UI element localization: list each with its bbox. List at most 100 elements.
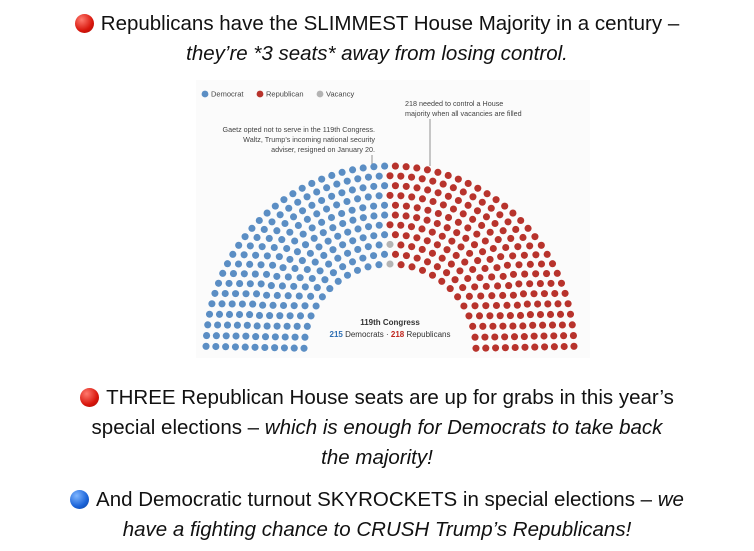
seat-republican — [519, 233, 527, 242]
seat-republican — [526, 311, 534, 319]
seat-democrat — [380, 201, 389, 209]
seat-democrat — [291, 237, 299, 245]
seat-democrat — [269, 301, 277, 309]
seat-democrat — [252, 251, 260, 259]
seat-democrat — [283, 322, 291, 330]
seat-republican — [454, 218, 462, 226]
seat-republican — [546, 310, 555, 318]
seat-democrat — [229, 250, 237, 258]
seat-republican — [530, 332, 538, 340]
caption-rep-label: Republicans — [404, 330, 450, 339]
seat-democrat — [359, 234, 367, 242]
seat-democrat — [324, 237, 332, 245]
seat-democrat — [381, 231, 389, 239]
seat-democrat — [296, 312, 305, 320]
seat-democrat — [310, 234, 318, 242]
seat-republican — [434, 189, 442, 197]
seat-chart-svg: Democrat Republican Vacancy 218 needed t… — [201, 90, 578, 352]
seat-republican — [486, 255, 494, 263]
seat-democrat — [252, 290, 261, 298]
seat-democrat — [279, 264, 287, 272]
seat-republican — [413, 204, 421, 212]
body-p2-line-1-normal: And Democratic turnout SKYROCKETS in spe… — [96, 488, 658, 511]
seat-republican — [472, 344, 480, 352]
seat-republican — [548, 260, 557, 268]
seat-democrat — [204, 321, 212, 329]
body-line-5: have a fighting chance to CRUSH Trump’s … — [0, 518, 754, 542]
seat-republican — [428, 228, 436, 236]
seat-democrat — [290, 302, 298, 310]
legend-vacancy-marker — [316, 90, 324, 98]
seat-republican — [443, 224, 451, 232]
seat-republican — [502, 243, 510, 252]
seat-republican — [481, 333, 489, 341]
seat-democrat — [329, 224, 337, 232]
seat-republican — [520, 333, 528, 341]
seat-democrat — [251, 343, 259, 351]
seat-republican — [494, 282, 502, 290]
seat-republican — [449, 205, 458, 213]
seat-democrat — [253, 233, 261, 242]
seat-republican — [391, 211, 399, 219]
seat-arc — [202, 162, 578, 352]
seat-democrat — [323, 184, 331, 192]
blue-circle-icon — [70, 490, 90, 509]
seat-republican — [570, 342, 578, 350]
seat-republican — [460, 302, 468, 310]
seat-republican — [473, 207, 482, 215]
seat-democrat — [380, 250, 389, 258]
seat-republican — [448, 237, 456, 245]
seat-democrat — [329, 246, 337, 254]
seat-democrat — [286, 312, 294, 320]
seat-republican — [469, 215, 477, 223]
seat-republican — [397, 192, 405, 200]
seat-democrat — [261, 343, 269, 352]
seat-republican — [544, 300, 552, 308]
seat-republican — [491, 219, 499, 228]
seat-republican — [433, 220, 441, 228]
seat-republican — [510, 333, 519, 341]
seat-republican — [454, 196, 462, 205]
seat-democrat — [270, 243, 278, 252]
seat-republican — [386, 221, 394, 229]
body-line-3: the majority! — [0, 446, 754, 470]
seat-democrat — [212, 332, 220, 340]
seat-republican — [474, 257, 482, 265]
body-p2-line-1-italic: we — [657, 488, 684, 511]
seat-democrat — [364, 193, 372, 201]
seat-republican — [512, 225, 520, 233]
seat-republican — [532, 270, 540, 278]
seat-democrat — [242, 332, 250, 340]
headline-text-1: Republicans have the SLIMMEST House Majo… — [100, 12, 680, 35]
seat-republican — [449, 184, 457, 192]
seat-democrat — [225, 310, 234, 318]
seat-democrat — [354, 175, 362, 183]
seat-democrat — [296, 274, 304, 282]
seat-republican — [509, 270, 518, 278]
seat-democrat — [262, 270, 271, 278]
seat-republican — [444, 192, 452, 200]
seat-democrat — [263, 209, 271, 217]
seat-republican — [550, 332, 558, 340]
seat-democrat — [248, 224, 256, 232]
seat-republican — [465, 312, 473, 320]
seat-republican — [402, 212, 410, 220]
seat-republican — [413, 164, 421, 172]
seat-democrat — [364, 173, 372, 181]
seat-republican — [497, 253, 505, 261]
seat-republican — [461, 258, 469, 266]
seat-democrat — [329, 269, 337, 277]
seat-republican — [503, 301, 511, 309]
seat-republican — [536, 310, 545, 319]
seat-republican — [509, 322, 517, 330]
seat-democrat — [235, 241, 243, 249]
seat-republican — [496, 211, 504, 219]
seat-republican — [465, 292, 473, 300]
seat-democrat — [269, 261, 277, 269]
seat-republican — [391, 162, 399, 170]
seat-democrat — [370, 252, 378, 260]
seat-democrat — [334, 277, 342, 285]
seat-democrat — [303, 322, 311, 330]
seat-republican — [476, 274, 484, 282]
legend-republican-marker — [256, 90, 264, 98]
